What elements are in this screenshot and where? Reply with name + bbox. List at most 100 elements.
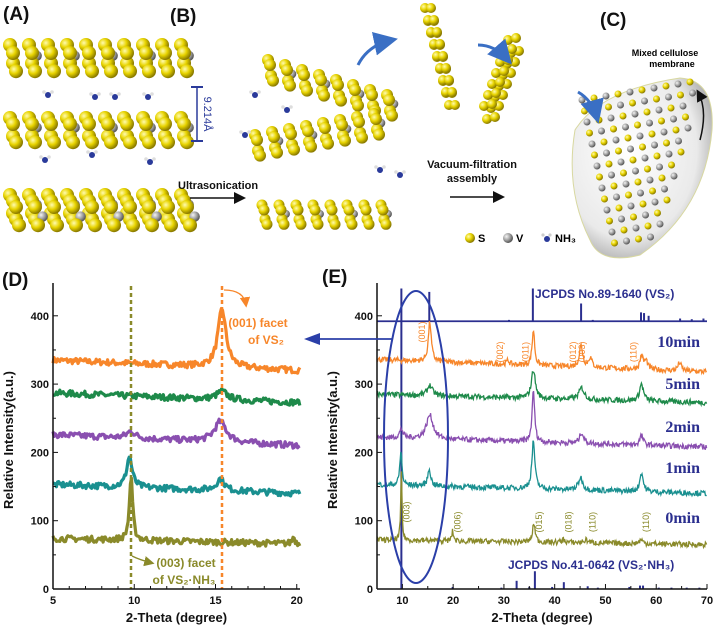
sulfur-atom: [380, 218, 392, 230]
highlight-ellipse: [383, 290, 449, 584]
sulfur-atom: [161, 200, 175, 214]
sulfur-atom: [44, 46, 58, 60]
miller-index-label: (012): [568, 341, 578, 362]
chart-e: (E) 0 100 200 300 400 10 20 30 40 50 60 70 2-Theta (…: [304, 267, 713, 625]
sulfur-atom: [66, 200, 80, 214]
ammonia-molecule: [142, 92, 154, 100]
sulfur-atom: [85, 135, 99, 150]
sulfur-atom: [483, 90, 493, 100]
schematic: (A) (B) (C) 9.214Å Ultrasonication Vacuu…: [3, 3, 713, 259]
series-0min: [376, 471, 708, 550]
sulfur-atom: [450, 100, 460, 110]
sulfur-atom: [268, 131, 280, 143]
data-line-5min: [52, 387, 302, 407]
membrane-label-2: membrane: [649, 59, 695, 69]
sulfur-atom: [123, 200, 137, 214]
sulfur-atom: [183, 218, 197, 233]
sulfur-atom: [254, 149, 266, 162]
series-label-0min: 0min: [665, 510, 700, 527]
sulfur-atom: [6, 46, 20, 60]
sulfur-atom: [85, 200, 99, 214]
x-tick-label: 30: [498, 595, 510, 607]
sulfur-atom: [69, 218, 83, 233]
sulfur-atom: [487, 99, 497, 109]
sulfur-atom: [292, 204, 304, 216]
series-1min: [52, 455, 302, 498]
series-2min: [51, 417, 301, 450]
sulfur-atom: [9, 64, 23, 79]
legend-s: S: [478, 233, 485, 245]
sulfur-atom: [487, 79, 497, 89]
sulfur-atom: [479, 101, 489, 111]
data-line-2min: [51, 417, 301, 450]
ammonia-molecule: [39, 155, 51, 163]
vacuum-filtration-label: Vacuum-filtration: [427, 159, 517, 171]
sulfur-atom: [104, 135, 118, 150]
sulfur-atom: [288, 143, 300, 156]
annotation-arrow-vs2: [223, 289, 251, 308]
sulfur-atom: [441, 63, 451, 73]
data-line-1min: [52, 455, 302, 498]
miller-index-label: (003): [577, 341, 587, 362]
data-line-5min: [376, 371, 708, 408]
ammonia-molecule: [239, 130, 251, 138]
sulfur-atom: [339, 134, 351, 147]
sulfur-atom: [47, 200, 61, 214]
x-tick-label: 60: [650, 595, 662, 607]
series-label-10min: 10min: [657, 334, 700, 351]
sulfur-atom: [352, 99, 364, 112]
sulfur-atom: [85, 64, 99, 79]
sulfur-atom: [142, 64, 156, 79]
assembly-label: assembly: [447, 173, 498, 185]
sulfur-atom: [104, 200, 118, 214]
sulfur-atom: [429, 15, 439, 25]
chart-d: (D) 0 100 200 300 400 5 10 15 20 2-Theta (degree)…: [1, 270, 303, 625]
series-5min: [52, 387, 302, 407]
legend-v: V: [516, 233, 524, 245]
x-axis-label: 2-Theta (degree): [491, 610, 592, 625]
sulfur-atom: [490, 112, 500, 122]
sulfur-atom: [28, 64, 42, 79]
sulfur-icon: [465, 233, 475, 243]
sulfur-atom: [335, 94, 347, 107]
y-tick-label: 300: [31, 379, 49, 391]
sulfur-atom: [25, 46, 39, 60]
miller-index-label: (110): [588, 512, 598, 532]
data-line-10min: [51, 306, 302, 375]
membrane-pointer-arrow: [696, 89, 708, 141]
sulfur-atom: [507, 44, 517, 54]
panel-label-c: (C): [600, 10, 626, 31]
data-line-0min: [51, 476, 302, 548]
sulfur-atom: [312, 218, 324, 230]
sulfur-atom: [66, 64, 80, 79]
sulfur-atom: [9, 200, 23, 214]
sulfur-atom: [298, 69, 310, 81]
legend-nh3: NH₃: [555, 233, 576, 245]
sulfur-atom: [158, 46, 172, 60]
annotation-vs2nh3-2: of VS₂·NH₃: [153, 573, 216, 587]
x-tick-label: 20: [291, 595, 303, 607]
data-line-1min: [376, 440, 707, 498]
sulfur-atom: [370, 113, 382, 125]
annotation-vs2nh3-1: (003) facet: [156, 556, 215, 570]
reference-label-vs2: JCPDS No.89-1640 (VS₂): [535, 287, 674, 301]
sulfur-atom: [82, 46, 96, 60]
sulfur-atom: [491, 68, 501, 78]
sulfur-atom: [258, 204, 270, 216]
sulfur-atom: [25, 117, 39, 131]
ammonia-icon: [541, 233, 552, 242]
sulfur-atom: [426, 3, 436, 13]
y-tick-label: 200: [31, 447, 49, 459]
sulfur-atom: [309, 204, 321, 216]
ammonia-molecule: [374, 165, 386, 173]
sulfur-atom: [158, 117, 172, 131]
sulfur-atom: [377, 204, 389, 216]
sulfur-atom: [386, 109, 398, 122]
miller-index-label: (110): [629, 342, 639, 362]
data-line-0min: [376, 471, 708, 550]
ammonia-molecule: [144, 157, 156, 165]
sulfur-atom: [47, 64, 61, 79]
sulfur-atom: [432, 27, 442, 37]
sulfur-atom: [349, 84, 361, 96]
